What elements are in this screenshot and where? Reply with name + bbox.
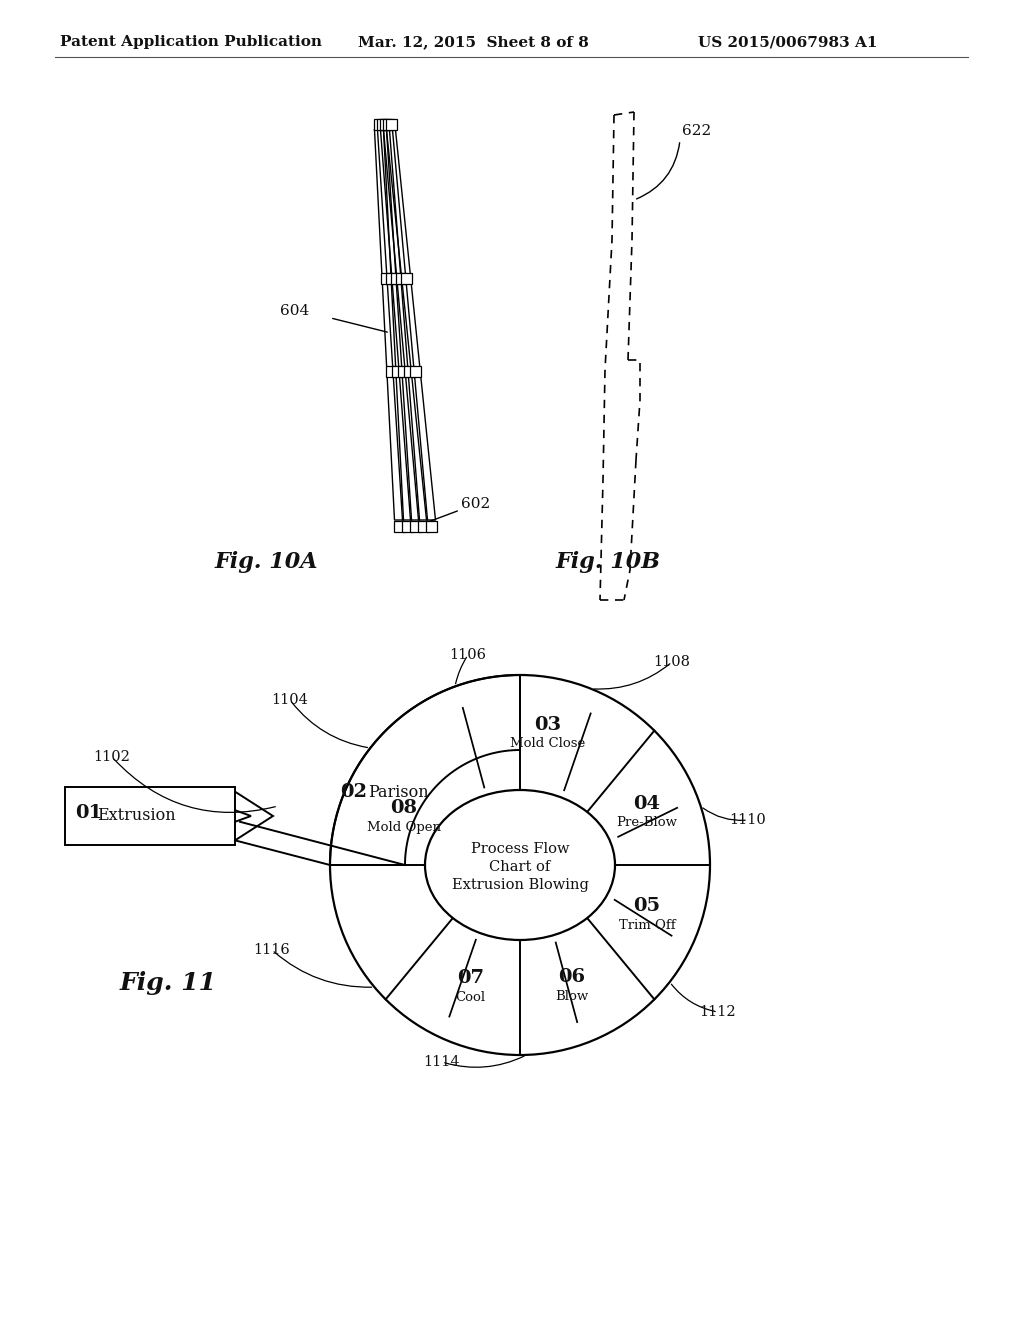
Bar <box>401 521 413 532</box>
Bar <box>393 521 404 532</box>
Text: 05: 05 <box>633 898 660 915</box>
Bar <box>391 273 401 284</box>
Bar <box>385 119 396 129</box>
Bar <box>381 273 392 284</box>
Text: Blow: Blow <box>555 990 589 1003</box>
Bar <box>380 119 390 129</box>
Text: Mold Close: Mold Close <box>510 738 586 750</box>
Text: Pre-Blow: Pre-Blow <box>616 816 677 829</box>
Polygon shape <box>234 792 273 841</box>
Bar <box>418 521 428 532</box>
Text: 602: 602 <box>461 498 490 511</box>
Bar <box>404 366 415 378</box>
Text: Fig. 10A: Fig. 10A <box>215 550 318 573</box>
Text: 604: 604 <box>280 304 309 318</box>
Text: 622: 622 <box>682 124 712 139</box>
Bar <box>426 521 436 532</box>
Text: 1114: 1114 <box>424 1055 461 1069</box>
Text: 08: 08 <box>390 799 417 817</box>
Text: Chart of: Chart of <box>489 861 551 874</box>
Bar <box>386 273 397 284</box>
Text: Parison: Parison <box>368 784 429 801</box>
Bar <box>410 521 421 532</box>
Bar <box>65 787 234 845</box>
Text: Fig. 10B: Fig. 10B <box>556 550 662 573</box>
Bar <box>411 366 421 378</box>
Text: Cool: Cool <box>455 991 485 1003</box>
Bar <box>386 366 397 378</box>
Text: Process Flow: Process Flow <box>471 842 569 855</box>
Text: 1116: 1116 <box>254 942 291 957</box>
Text: Patent Application Publication: Patent Application Publication <box>60 36 322 49</box>
Text: 04: 04 <box>633 795 660 813</box>
Text: US 2015/0067983 A1: US 2015/0067983 A1 <box>698 36 878 49</box>
Bar <box>377 119 387 129</box>
Text: 1102: 1102 <box>93 750 130 764</box>
Bar <box>398 366 410 378</box>
Bar <box>374 119 384 129</box>
Text: Trim Off: Trim Off <box>618 919 675 932</box>
Text: Mold Open: Mold Open <box>367 821 440 833</box>
Text: 03: 03 <box>535 715 561 734</box>
Text: Fig. 11: Fig. 11 <box>120 972 217 995</box>
Bar <box>392 366 403 378</box>
Text: 06: 06 <box>558 969 586 986</box>
Text: 07: 07 <box>457 969 483 987</box>
Bar <box>383 119 393 129</box>
Text: 1108: 1108 <box>653 655 690 669</box>
Ellipse shape <box>425 789 615 940</box>
Text: 1104: 1104 <box>271 693 308 708</box>
Text: 1110: 1110 <box>730 813 766 828</box>
Bar <box>400 273 412 284</box>
Text: Mar. 12, 2015  Sheet 8 of 8: Mar. 12, 2015 Sheet 8 of 8 <box>358 36 589 49</box>
Text: Extrusion Blowing: Extrusion Blowing <box>452 878 589 892</box>
Text: 1106: 1106 <box>450 648 486 663</box>
Text: 01: 01 <box>75 804 102 822</box>
Text: 1112: 1112 <box>699 1005 736 1019</box>
Text: Extrusion: Extrusion <box>97 808 176 825</box>
Text: 02: 02 <box>340 783 367 801</box>
Bar <box>396 273 407 284</box>
